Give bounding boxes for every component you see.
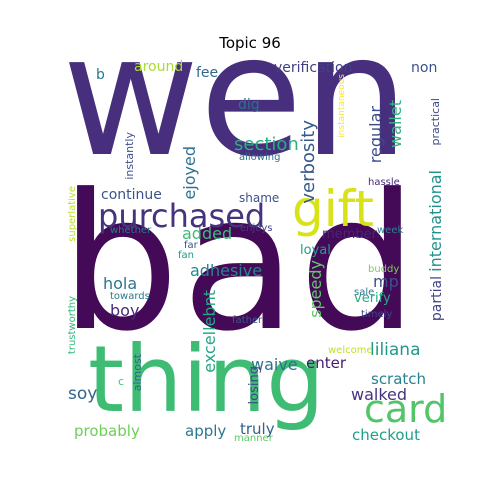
word-sale: sale <box>354 287 375 298</box>
word-c: c <box>118 375 125 388</box>
word-scratch: scratch <box>371 370 427 388</box>
word-thing: thing <box>88 326 325 433</box>
word-b: b <box>96 67 105 83</box>
word-regular: regular <box>366 106 385 164</box>
word-hassle: hassle <box>368 177 400 188</box>
word-added: added <box>182 224 233 243</box>
word-excellebnt: excellebnt <box>200 290 219 373</box>
word-welcome: welcome <box>328 345 373 356</box>
word-whether: whether <box>110 225 152 236</box>
word-practical: practical <box>429 98 442 146</box>
word-enjoys: enjoys <box>240 223 273 234</box>
word-losing: losing <box>247 366 262 405</box>
word-waive: waive <box>251 355 298 374</box>
word-week: week <box>377 225 404 236</box>
word-bad: bad <box>68 154 420 373</box>
word-partial: partial <box>429 276 445 322</box>
word-member: member <box>322 227 377 242</box>
word-almost: almost <box>131 354 144 392</box>
word-non: non <box>411 60 438 76</box>
word-speedy: speedy <box>306 260 325 318</box>
word-hola: hola <box>103 274 138 293</box>
word-around: around <box>134 59 184 75</box>
word-verify: verify <box>354 291 391 306</box>
word-superlative: superlative <box>68 186 78 242</box>
word-fee: fee <box>196 65 219 81</box>
word-loyal: loyal <box>300 243 331 258</box>
word-manner: manner <box>234 433 273 444</box>
word-international: international <box>426 170 445 272</box>
word-fan: fan <box>178 250 194 261</box>
word-mp: mp <box>373 272 399 291</box>
word-father: father <box>232 315 263 326</box>
word-cloud: wen bad thing gift purchased card contin… <box>68 58 446 448</box>
word-trustworthy: trustworthy <box>68 296 78 355</box>
word-boy: boy <box>110 301 140 320</box>
word-instantly: instantly <box>123 132 136 180</box>
word-apply: apply <box>185 422 227 440</box>
word-card: card <box>364 387 446 431</box>
word-shame: shame <box>239 191 280 205</box>
word-truly: truly <box>240 420 275 438</box>
word-instantaneous: instantaneous <box>337 74 347 138</box>
word-liliana: liliana <box>370 340 421 360</box>
word-gift: gift <box>292 180 374 238</box>
word-wen: wen <box>68 58 410 194</box>
word-probably: probably <box>74 422 140 440</box>
word-verification: verification <box>274 60 353 76</box>
chart-title: Topic 96 <box>219 34 281 52</box>
word-verbosity: verbosity <box>298 120 319 204</box>
word-allowing: allowing <box>239 152 281 163</box>
word-enter: enter <box>306 354 347 372</box>
word-adhesive: adhesive <box>190 261 263 280</box>
word-buddy: buddy <box>368 264 400 275</box>
word-towards: towards <box>110 291 150 302</box>
word-checkout: checkout <box>352 426 420 444</box>
word-dig: dig <box>238 97 260 113</box>
word-purchased: purchased <box>98 197 266 235</box>
word-ejoyed: ejoyed <box>180 146 199 200</box>
word-walked: walked <box>351 385 408 404</box>
word-far: far <box>184 240 198 251</box>
word-timely: timely <box>361 309 393 320</box>
word-wallet: wallet <box>386 100 405 148</box>
word-section: section <box>234 134 299 155</box>
word-continue: continue <box>101 187 162 203</box>
word-soy: soy <box>68 384 98 404</box>
